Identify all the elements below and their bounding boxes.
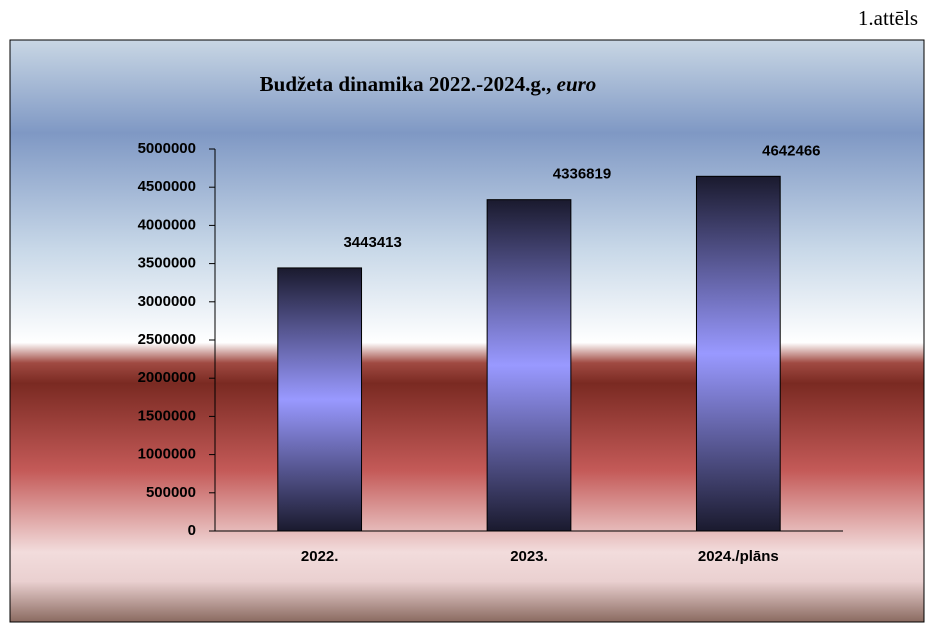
value-label: 4642466 [762, 142, 820, 159]
bar [695, 175, 781, 532]
y-tick-label: 500000 [146, 484, 196, 501]
value-label: 4336819 [553, 166, 611, 183]
value-label: 3443413 [343, 234, 401, 251]
bar [486, 199, 572, 532]
y-tick-label: 4500000 [138, 178, 196, 195]
x-tick-label: 2022. [301, 548, 339, 565]
x-tick-label: 2023. [510, 548, 548, 565]
y-tick-label: 2000000 [138, 369, 196, 386]
title-unit: euro [557, 72, 597, 96]
x-tick-label: 2024./plāns [698, 548, 779, 565]
y-tick-label: 4000000 [138, 216, 196, 233]
y-tick-label: 3500000 [138, 255, 196, 272]
y-tick-label: 1000000 [138, 446, 196, 463]
caption: 1.attēls [858, 6, 918, 30]
y-tick-label: 2500000 [138, 331, 196, 348]
y-tick-label: 5000000 [138, 140, 196, 157]
y-tick-label: 0 [188, 522, 196, 539]
chart-title: Budžeta dinamika 2022.-2024.g., euro [260, 72, 597, 96]
bar [277, 267, 363, 532]
y-tick-label: 1500000 [138, 407, 196, 424]
title-main: Budžeta dinamika 2022.-2024.g., [260, 72, 552, 96]
y-tick-label: 3000000 [138, 293, 196, 310]
